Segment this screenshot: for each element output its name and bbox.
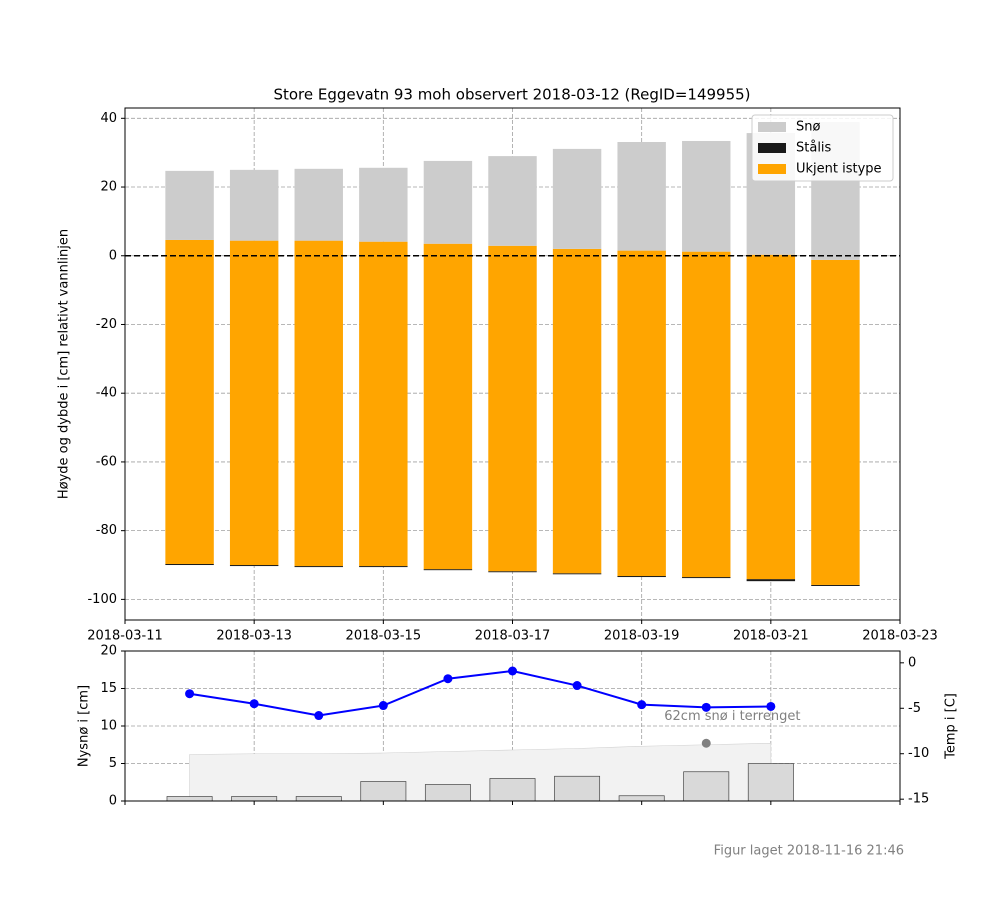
y-tick-label: -100: [87, 592, 117, 607]
x-tick-label: 2018-03-21: [733, 629, 809, 644]
y-tick-label: 0: [109, 248, 117, 263]
bar-segment: [552, 248, 602, 574]
chart-title: Store Eggevatn 93 moh observert 2018-03-…: [273, 86, 750, 104]
footer: Figur laget 2018-11-16 21:46: [714, 844, 904, 859]
bar-segment: [359, 566, 408, 568]
bar: [295, 796, 342, 802]
y-tick-label: 20: [100, 644, 117, 659]
x-tick-label: 2018-03-23: [862, 629, 938, 644]
bar-segment: [229, 240, 279, 566]
bar-segment: [488, 245, 537, 572]
temp-point: [508, 666, 517, 676]
bar-segment: [165, 170, 214, 240]
bar-segment: [229, 169, 279, 241]
temp-point: [637, 700, 647, 710]
legend-swatch: [758, 122, 786, 132]
temp-point: [314, 711, 324, 721]
bar-segment: [359, 241, 408, 567]
y-tick-label: 20: [100, 180, 117, 195]
x-tick-label: 2018-03-11: [87, 629, 163, 644]
legend-swatch: [758, 143, 786, 153]
bar-segment: [811, 259, 860, 585]
y-tick-label: -20: [96, 317, 117, 332]
bar: [618, 795, 665, 802]
y-tick-label: 15: [100, 681, 117, 696]
plot-frame: [124, 650, 901, 802]
y-tick-label: -80: [96, 523, 117, 538]
temp-line: [189, 669, 771, 717]
bar: [747, 763, 794, 802]
y-tick-label: 0: [109, 794, 117, 809]
temp-point: [701, 702, 711, 712]
legend-label: Stålis: [796, 141, 832, 156]
bar: [424, 784, 471, 802]
bar-segment: [682, 140, 731, 252]
plot-frame: [124, 107, 901, 621]
temp-point: [378, 701, 388, 711]
y-axis-label: Høyde og dybde i [cm] relativt vannlinje…: [57, 229, 72, 499]
bar-segment: [165, 239, 214, 564]
bar-segment: [746, 579, 796, 582]
temp-point: [572, 681, 582, 691]
y-tick-label: 5: [109, 756, 117, 771]
bar: [166, 796, 213, 802]
bar: [683, 771, 730, 802]
legend-label: Ukjent istype: [796, 162, 882, 177]
y2-axis-label: Temp i [C]: [944, 693, 959, 760]
bar: [360, 781, 407, 802]
temp-point: [185, 689, 195, 699]
legend-box: [751, 114, 894, 182]
bar-segment: [165, 563, 214, 566]
bar: [489, 778, 536, 802]
legend-swatch: [758, 164, 786, 174]
y2-tick-label: -5: [908, 701, 921, 716]
bar-segment: [229, 565, 279, 567]
bar-segment: [811, 584, 860, 586]
x-tick-label: 2018-03-13: [216, 629, 292, 644]
legend-label: Snø: [796, 120, 820, 135]
bar-segment: [617, 576, 666, 578]
temp-point: [249, 699, 259, 709]
bar-segment: [423, 243, 473, 570]
bar-segment: [746, 254, 796, 580]
bar-segment: [682, 577, 731, 579]
y-tick-label: -60: [96, 454, 117, 469]
y-tick-label: -40: [96, 386, 117, 401]
bar-segment: [488, 571, 537, 573]
bar-segment: [682, 251, 731, 578]
bar-segment: [488, 156, 537, 246]
bar-segment: [294, 240, 343, 567]
bar-segment: [617, 142, 666, 251]
y-tick-label: 40: [100, 111, 117, 126]
temp-point: [443, 674, 453, 684]
x-tick-label: 2018-03-19: [604, 629, 680, 644]
annotation-text: 62cm snø i terrenget: [664, 709, 800, 724]
bar-segment: [423, 160, 473, 244]
temp-point: [766, 701, 776, 711]
x-tick-label: 2018-03-17: [475, 629, 551, 644]
x-tick-label: 2018-03-15: [346, 629, 422, 644]
bar-segment: [617, 250, 666, 577]
y-axis-label: Nysnø i [cm]: [77, 685, 92, 767]
bar: [231, 796, 278, 802]
bar-segment: [359, 167, 408, 242]
bar-segment: [552, 148, 602, 249]
bar-segment: [423, 569, 473, 571]
annotation-point: [701, 738, 711, 748]
bar-segment: [552, 573, 602, 575]
bar-segment: [294, 566, 343, 568]
y2-tick-label: -15: [908, 792, 929, 807]
y2-tick-label: 0: [908, 655, 916, 670]
y-tick-label: 10: [100, 719, 117, 734]
bar-segment: [294, 168, 343, 241]
y2-tick-label: -10: [908, 746, 929, 761]
bar: [554, 775, 601, 802]
